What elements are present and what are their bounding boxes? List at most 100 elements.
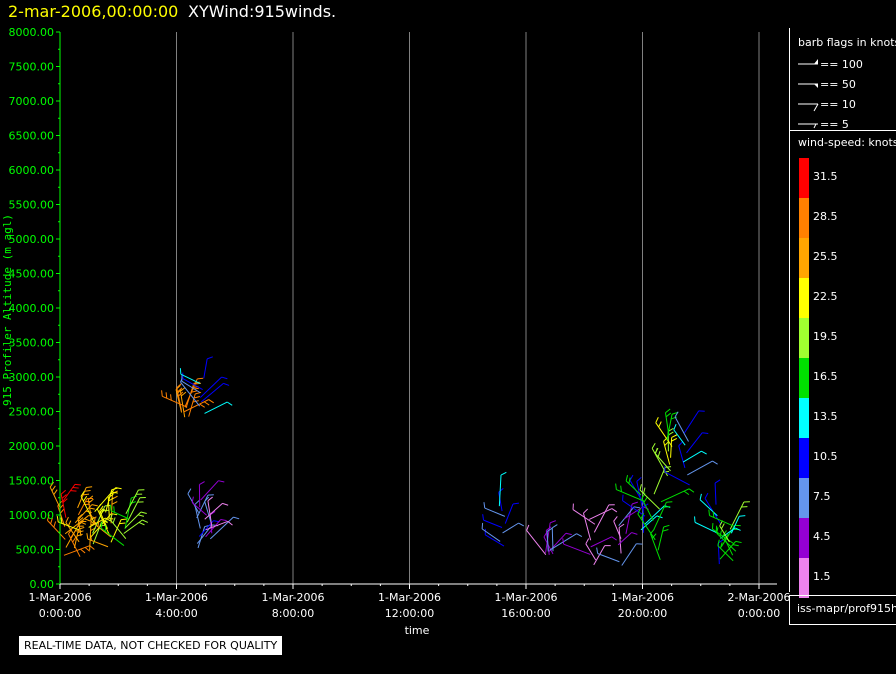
wind-barb-flag [83, 495, 88, 502]
wind-barb [682, 450, 702, 463]
wind-barb [526, 530, 547, 556]
wind-barb [687, 460, 713, 476]
wind-barb-flag [662, 528, 669, 532]
wind-barb-flag [187, 488, 192, 495]
wind-barb-flag [86, 533, 89, 540]
quality-notice: REAL-TIME DATA, NOT CHECKED FOR QUALITY [19, 636, 283, 655]
wind-barb [629, 480, 646, 508]
speed-label: 22.5 [813, 290, 838, 303]
wind-barb-flag [53, 521, 57, 528]
wind-barb-flag [193, 381, 200, 384]
wind-barb [657, 526, 665, 551]
speed-swatch [799, 278, 809, 318]
wind-barb-flag [88, 498, 94, 504]
speed-label: 25.5 [813, 250, 838, 263]
wind-barb-flag [233, 516, 240, 520]
wind-barb-flag [80, 491, 85, 497]
wind-barb-flag [170, 394, 172, 401]
wind-barb [200, 480, 219, 501]
wind-barb-flag [51, 485, 56, 492]
wind-barb-flag [84, 518, 91, 522]
wind-barb-flag [59, 508, 65, 514]
wind-barb-flag [658, 421, 662, 428]
wind-barb [637, 513, 656, 541]
wind-barb-flag [717, 539, 720, 546]
wind-barb-flag [74, 483, 81, 486]
speed-swatch [799, 358, 809, 398]
wind-barb [621, 543, 637, 566]
wind-barb-flag [62, 498, 68, 504]
wind-barb [200, 382, 224, 403]
speed-swatch [799, 238, 809, 278]
wind-barb [653, 502, 667, 530]
barb-legend-label: == 100 [820, 58, 863, 71]
speed-legend-title: wind-speed: knots [798, 136, 896, 149]
wind-barb-flag [546, 526, 552, 531]
y-tick-label: 7000.00 [9, 95, 55, 108]
wind-barb [62, 484, 76, 502]
wind-barb-flag [615, 483, 617, 490]
wind-barb-flag [104, 525, 107, 532]
wind-barb-flag [498, 487, 504, 493]
wind-barb-flag [65, 516, 69, 523]
wind-barb [100, 527, 125, 546]
wind-barb [613, 521, 622, 539]
wind-barb-flag [49, 481, 54, 488]
barb-legend-flag [813, 123, 817, 129]
wind-barb-flag [673, 424, 677, 430]
wind-barb-flag [583, 508, 589, 514]
wind-barb-flag [193, 396, 200, 399]
wind-barb-flag [97, 520, 100, 527]
wind-barb-flag [518, 522, 525, 527]
speed-swatch [799, 438, 809, 478]
wind-barb [670, 437, 673, 458]
wind-barb-flag [631, 532, 638, 535]
wind-barb-flag [190, 390, 198, 393]
wind-barb [618, 527, 622, 554]
wind-barb-flag [643, 487, 646, 494]
wind-barb-flag [576, 533, 583, 537]
speed-label: 4.5 [813, 530, 831, 543]
wind-barb-flag [666, 501, 673, 503]
wind-barb-flag [50, 517, 53, 524]
wind-barb-flag [180, 391, 187, 397]
wind-barb-flag [110, 491, 117, 495]
wind-barb [563, 543, 591, 555]
wind-barb-flag [631, 501, 638, 505]
wind-barb-flag [678, 441, 684, 447]
wind-barb-flag [209, 511, 216, 516]
axis-layer: 0.00 500.00 1000.00 1500.00 2000.00 2500.00 30… [9, 26, 791, 620]
wind-barb-flag [663, 524, 670, 528]
wind-barb-flag [714, 479, 721, 484]
wind-barb-flag [89, 545, 95, 550]
wind-barb-flag [87, 495, 94, 501]
y-tick-label: 1500.00 [9, 475, 55, 488]
wind-barb-flag [142, 519, 149, 523]
wind-barb [181, 380, 201, 393]
wind-barb-flag [67, 520, 72, 527]
wind-barb [593, 545, 606, 566]
wind-barb-flag [665, 466, 672, 468]
x-tick-time: 12:00:00 [385, 607, 434, 620]
wind-barb-flag [121, 518, 128, 521]
wind-barb [673, 429, 686, 446]
x-tick-time: 16:00:00 [501, 607, 550, 620]
wind-barb [660, 488, 690, 503]
wind-barb [636, 481, 644, 512]
wind-barb-flag [481, 522, 484, 529]
y-tick-label: 6000.00 [9, 164, 55, 177]
wind-barb-flag [91, 504, 98, 507]
wind-barb [622, 500, 646, 517]
wind-barb-flag [111, 513, 118, 516]
wind-barb [674, 416, 689, 442]
wind-barb-flag [699, 493, 702, 500]
y-tick-label: 8000.00 [9, 26, 55, 39]
wind-barb-flag [625, 475, 629, 482]
wind-barb-flag [663, 470, 670, 473]
wind-barb [617, 532, 632, 546]
wind-barb-flag [109, 513, 113, 520]
x-tick-date: 1-Mar-2006 [611, 591, 674, 604]
wind-barb-flag [688, 488, 695, 493]
wind-barb-flag [701, 450, 707, 455]
wind-barb-flag [671, 411, 678, 415]
